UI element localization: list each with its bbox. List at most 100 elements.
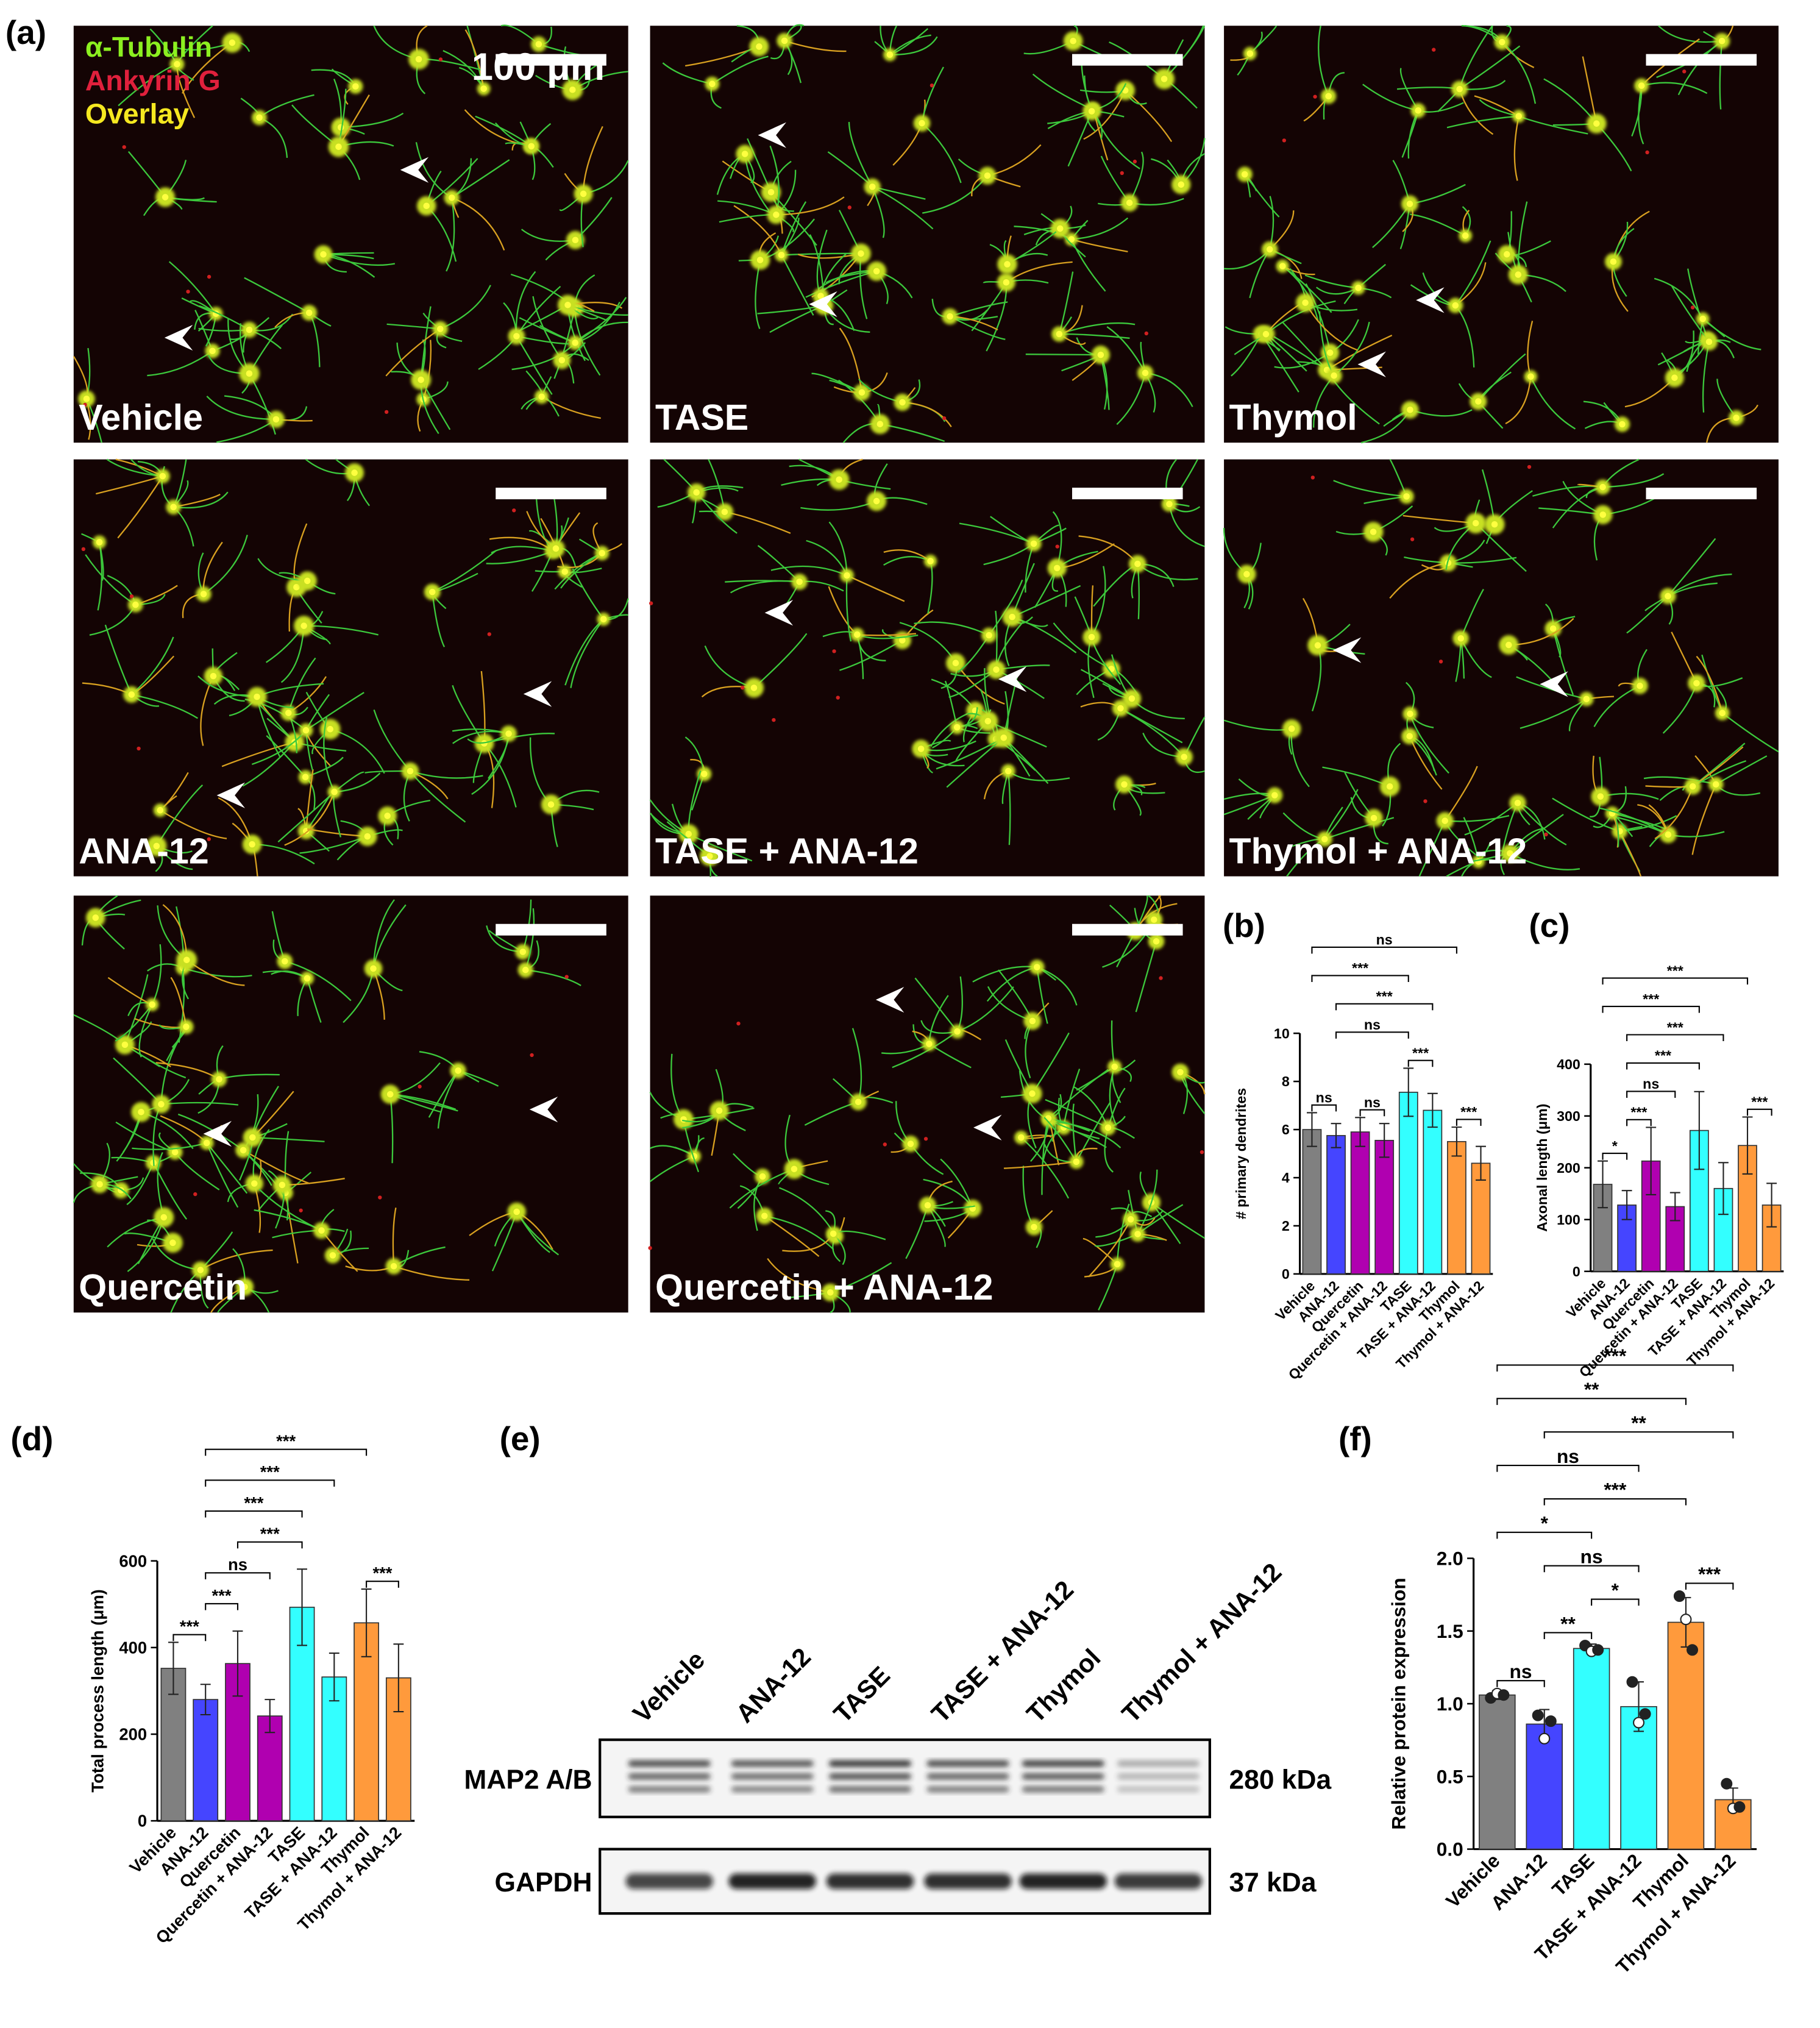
neurite [1444,766,1478,822]
soma-core [1134,560,1141,567]
soma-core [1619,421,1626,428]
soma-core [1114,1261,1121,1268]
soma-core [1056,330,1063,338]
significance-bracket [1496,1464,1640,1472]
panel-label: (e) [500,1420,541,1457]
blot-band [628,1773,711,1780]
bar [1423,1109,1443,1275]
soma-core [709,80,716,87]
data-point [1592,1644,1604,1656]
neurite [138,1004,153,1058]
soma-core [302,774,309,781]
significance-label: *** [244,1493,263,1512]
soma-core [1671,374,1678,381]
significance-label: *** [1630,1105,1648,1120]
soma-core [984,172,991,179]
soma-core [535,41,542,48]
soma-core [1452,302,1459,309]
soma-core [1355,284,1362,291]
neurite [1318,26,1329,97]
soma-core [1029,1017,1036,1025]
soma-core [302,727,310,734]
soma-core [1719,710,1726,716]
soma-core [335,143,342,151]
debris [378,1195,382,1200]
neurite [1003,1161,1076,1169]
soma-core [448,194,455,201]
soma-core [1000,735,1008,741]
debris [847,205,852,210]
debris [512,508,516,513]
soma-core [1415,107,1421,114]
micrograph: Thymol [1223,25,1779,444]
neurite [872,186,934,230]
y-tick-label: 200 [1557,1160,1580,1176]
soma-core [171,1148,179,1156]
soma-core [827,1289,834,1296]
soma-core [756,257,764,263]
y-tick-label: 0 [138,1812,147,1831]
debris [1132,159,1137,164]
neurite [848,122,873,187]
soma-core [1009,613,1015,621]
neurite [1333,480,1407,497]
micrograph-background [650,26,1205,443]
y-tick-label: 600 [119,1551,147,1570]
soma-core [858,250,864,257]
neurite [115,1004,153,1042]
neurite [147,350,213,377]
scale-bar [1072,923,1183,936]
y-axis-label: Axonal length (μm) [1534,1104,1550,1232]
neurite [730,580,800,594]
soma-core [984,717,992,725]
soma-core [1241,171,1248,178]
error-bar [1669,1192,1680,1222]
neurite [452,685,485,744]
arrowhead [203,1120,232,1147]
soma-core [364,833,371,840]
neurite [1602,473,1665,488]
significance-label: ns [1316,1090,1332,1106]
soma-core [1370,528,1377,535]
soma-core [917,745,925,752]
data-point [1538,1732,1551,1745]
significance-bracket [1335,1003,1434,1011]
blot-band [829,1786,912,1793]
soma-core [423,202,430,209]
debris [1432,48,1436,52]
significance-bracket [205,1448,368,1456]
neurite [1090,566,1106,638]
neurite [244,277,310,314]
data-point [1633,1717,1645,1729]
significance-label: ns [1580,1545,1603,1567]
soma-core [1733,414,1740,421]
neurite [155,785,204,847]
soma-core [1003,279,1010,286]
debris [122,145,126,149]
debris [1120,171,1124,176]
neurite [764,1215,834,1250]
soma-core [1499,38,1505,46]
soma-core [886,51,894,58]
soma-core [954,1028,961,1035]
significance-bracket [1496,1364,1734,1372]
neurite [839,639,903,671]
bar [1350,1131,1370,1275]
debris [129,594,134,599]
neurite [984,668,997,739]
neurite [203,535,248,595]
soma-core [1004,261,1011,268]
significance-label: ** [1584,1378,1599,1400]
neurite [564,618,605,686]
neurite [117,475,163,539]
soma-core [953,724,961,731]
soma-core [300,622,307,629]
significance-bracket [236,1541,303,1549]
legend-entry: α-Tubulin [85,31,212,63]
bar [1667,1621,1705,1850]
soma-core [1070,37,1076,44]
arrowhead [164,324,193,351]
micrograph-background [650,459,1205,877]
neurite [451,197,505,251]
arrowhead [1416,287,1445,313]
